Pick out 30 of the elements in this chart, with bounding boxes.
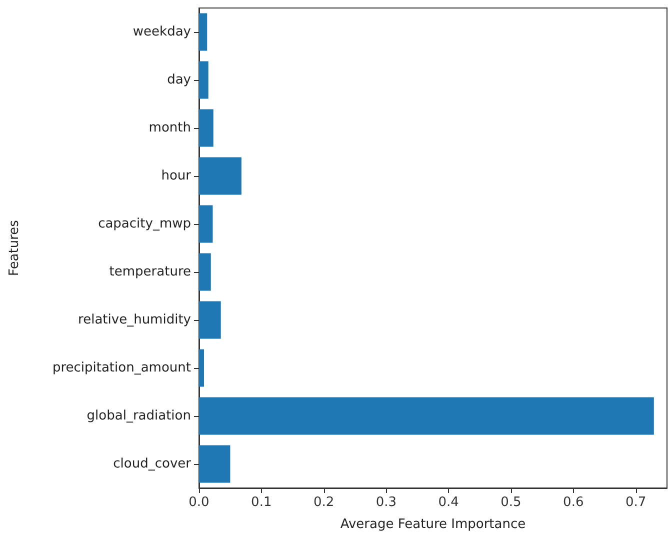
y-tick-label: capacity_mwp bbox=[98, 216, 191, 232]
bar bbox=[199, 157, 242, 195]
x-tick-label: 0.7 bbox=[625, 495, 646, 510]
x-tick-label: 0.1 bbox=[251, 495, 272, 510]
bar bbox=[199, 109, 214, 147]
x-axis-title: Average Feature Importance bbox=[340, 517, 526, 532]
y-tick-label: day bbox=[167, 72, 192, 88]
y-tick-label: temperature bbox=[109, 264, 191, 280]
x-tick-label: 0.3 bbox=[376, 495, 397, 510]
x-tick-label: 0.5 bbox=[500, 495, 522, 510]
bar bbox=[199, 253, 211, 291]
y-tick-label: month bbox=[148, 120, 191, 136]
bar bbox=[199, 61, 208, 99]
y-tick-label: global_radiation bbox=[86, 408, 191, 424]
y-tick-label: weekday bbox=[132, 24, 192, 40]
x-tick-label: 0.4 bbox=[438, 495, 459, 510]
bar bbox=[199, 349, 204, 387]
x-tick-label: 0.0 bbox=[188, 495, 210, 510]
bar bbox=[199, 13, 208, 51]
bar bbox=[199, 445, 230, 483]
y-tick-label: relative_humidity bbox=[78, 312, 192, 328]
bar bbox=[199, 397, 654, 435]
y-tick-label: cloud_cover bbox=[113, 456, 192, 472]
x-tick-label: 0.2 bbox=[313, 495, 334, 510]
y-tick-label: precipitation_amount bbox=[52, 360, 191, 376]
bar bbox=[199, 205, 213, 243]
y-axis-title: Features bbox=[7, 220, 22, 276]
bar bbox=[199, 301, 221, 339]
x-tick-label: 0.6 bbox=[563, 495, 584, 510]
y-tick-label: hour bbox=[161, 168, 192, 184]
